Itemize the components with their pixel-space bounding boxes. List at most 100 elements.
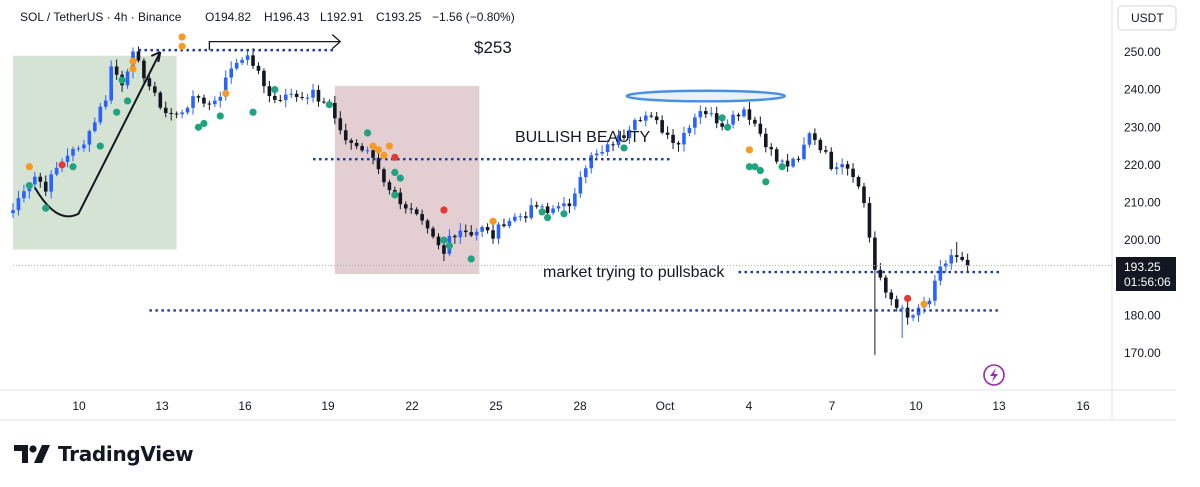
signal-marker-orange — [129, 65, 137, 73]
candle-body — [949, 255, 954, 264]
signal-markers — [25, 33, 928, 308]
candle-body — [267, 86, 272, 96]
candle-body — [671, 134, 675, 143]
time-tick-label: 28 — [573, 399, 587, 413]
candle-body — [785, 160, 790, 167]
open-value: O194.82 — [205, 10, 251, 24]
signal-marker-red — [440, 206, 448, 214]
signal-marker-green — [96, 142, 104, 150]
time-tick-label: 10 — [72, 399, 86, 413]
currency-button[interactable] — [1117, 5, 1177, 31]
candle-body — [245, 55, 250, 60]
candle-body — [38, 176, 43, 182]
price-tick-label: 240.00 — [1124, 83, 1161, 97]
candle-body — [414, 209, 419, 215]
candle-body — [442, 245, 446, 254]
candle-body — [540, 206, 544, 208]
candle-body — [676, 142, 681, 145]
candle-body — [98, 106, 103, 123]
candle-body — [774, 149, 779, 162]
candle-body — [207, 103, 212, 105]
candle-body — [300, 96, 304, 98]
candle-body — [480, 227, 484, 232]
time-tick-label: Oct — [656, 399, 675, 413]
zones-layer — [13, 55, 480, 274]
candle-body — [567, 203, 572, 207]
low-value: L192.91 — [320, 10, 364, 24]
signal-marker-green — [325, 101, 333, 109]
change-value: −1.56 (−0.80%) — [432, 10, 515, 24]
candle-body — [518, 216, 523, 218]
candle-body — [22, 191, 26, 199]
candle-body — [371, 150, 375, 158]
time-tick-label: 10 — [909, 399, 923, 413]
last-price-value: 193.25 — [1124, 260, 1161, 274]
signal-marker-orange — [369, 142, 377, 150]
candle-body — [218, 96, 223, 101]
candle-body — [142, 60, 146, 79]
candle-body — [534, 205, 539, 207]
price-tick-label: 170.00 — [1124, 346, 1161, 360]
candle-body — [109, 66, 113, 101]
signal-marker-green — [216, 112, 224, 120]
pullback-label: market trying to pullsback — [543, 264, 725, 281]
candle-body — [33, 176, 37, 185]
candle-body — [638, 120, 643, 122]
signal-marker-orange — [489, 217, 497, 225]
candle-body — [889, 292, 894, 300]
signal-marker-red — [391, 153, 399, 161]
signal-marker-orange — [178, 42, 186, 50]
candle-body — [578, 177, 583, 194]
candle-body — [742, 109, 746, 117]
candle-body — [147, 78, 152, 87]
candle-body — [103, 100, 108, 107]
candle-body — [229, 68, 233, 78]
target-price-label: $253 — [474, 38, 512, 57]
candle-body — [594, 153, 599, 156]
signal-marker-green — [718, 114, 726, 122]
signal-marker-orange — [178, 33, 186, 41]
signal-marker-orange — [129, 57, 137, 66]
price-chart[interactable]: SOL / TetherUS · 4h · Binance O194.82 H1… — [0, 0, 1200, 430]
signal-marker-green — [363, 129, 372, 137]
candle-body — [491, 230, 495, 239]
candle-body — [900, 307, 904, 309]
candle-body — [862, 186, 866, 204]
candle-body — [409, 208, 414, 210]
candle-body — [507, 220, 512, 227]
signal-marker-green — [467, 255, 475, 263]
candle-body — [294, 93, 299, 97]
signal-marker-green — [560, 210, 568, 218]
candle-body — [954, 255, 959, 257]
candle-body — [660, 120, 664, 133]
signal-marker-green — [620, 144, 628, 152]
candle-body — [393, 190, 397, 193]
target-arrow — [208, 40, 341, 51]
candle-body — [796, 158, 801, 160]
trend-curve-arrow — [33, 51, 162, 218]
candle-body — [894, 299, 899, 308]
candle-body — [884, 277, 888, 293]
lightning-icon[interactable] — [983, 364, 1005, 386]
candle-body — [82, 144, 86, 149]
candle-body — [382, 169, 386, 183]
candle-body — [502, 224, 506, 227]
signal-marker-green — [538, 208, 546, 216]
candle-body — [802, 144, 806, 159]
signal-marker-green — [724, 123, 732, 131]
candle-body — [562, 203, 566, 207]
currency-label: USDT — [1131, 11, 1164, 25]
candle-body — [485, 227, 490, 231]
tradingview-logo-icon — [14, 445, 50, 463]
price-tick-label: 210.00 — [1124, 196, 1161, 210]
candle-body — [403, 204, 408, 209]
price-tick-label: 180.00 — [1124, 308, 1161, 322]
candle-body — [600, 152, 604, 154]
bullish-label: BULLISH BEAUTY — [515, 129, 650, 146]
candle-body — [278, 99, 283, 101]
candle-body — [818, 139, 823, 151]
candle-body — [944, 263, 948, 267]
candle-body — [153, 86, 157, 93]
bar-countdown: 01:56:06 — [1124, 275, 1171, 289]
signal-marker-green — [249, 108, 257, 116]
